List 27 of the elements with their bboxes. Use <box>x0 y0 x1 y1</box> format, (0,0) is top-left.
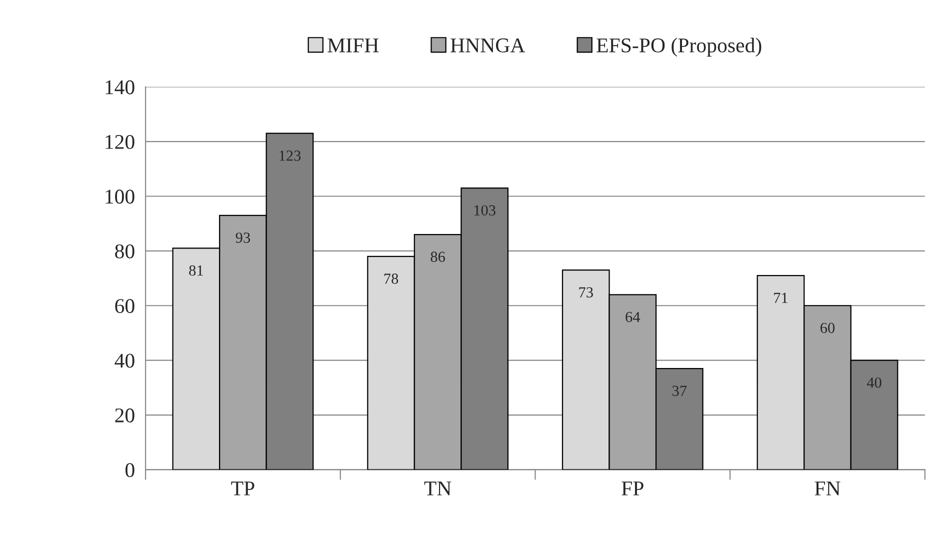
data-label: 81 <box>189 265 203 276</box>
legend-label: EFS-PO (Proposed) <box>596 38 762 57</box>
data-label: 37 <box>672 386 687 396</box>
data-label: 93 <box>236 232 250 243</box>
data-label: 60 <box>820 322 835 334</box>
y-tick-label: 120 <box>106 134 134 149</box>
data-label: 71 <box>774 292 788 303</box>
x-tick-label: FN <box>814 482 840 496</box>
x-tick-label: TN <box>424 482 452 496</box>
x-tick-label: FP <box>622 482 644 496</box>
data-label: 86 <box>430 252 445 262</box>
legend-label: MIFH <box>328 38 379 52</box>
legend-label: HNNGA <box>450 38 526 52</box>
x-tick-label: TP <box>231 482 254 496</box>
data-label: 103 <box>474 205 496 216</box>
y-tick-label: 140 <box>106 80 134 94</box>
y-tick-label: 0 <box>126 463 134 478</box>
data-label: 78 <box>384 274 398 284</box>
data-label: 123 <box>280 150 301 161</box>
y-tick-label: 100 <box>106 190 134 204</box>
y-tick-label: 20 <box>115 408 134 422</box>
data-label: 40 <box>866 377 882 388</box>
data-label: 64 <box>626 312 640 322</box>
y-tick-label: 40 <box>114 354 134 368</box>
y-tick-label: 80 <box>115 244 134 258</box>
y-tick-label: 60 <box>115 299 134 314</box>
data-label: 73 <box>579 287 593 298</box>
